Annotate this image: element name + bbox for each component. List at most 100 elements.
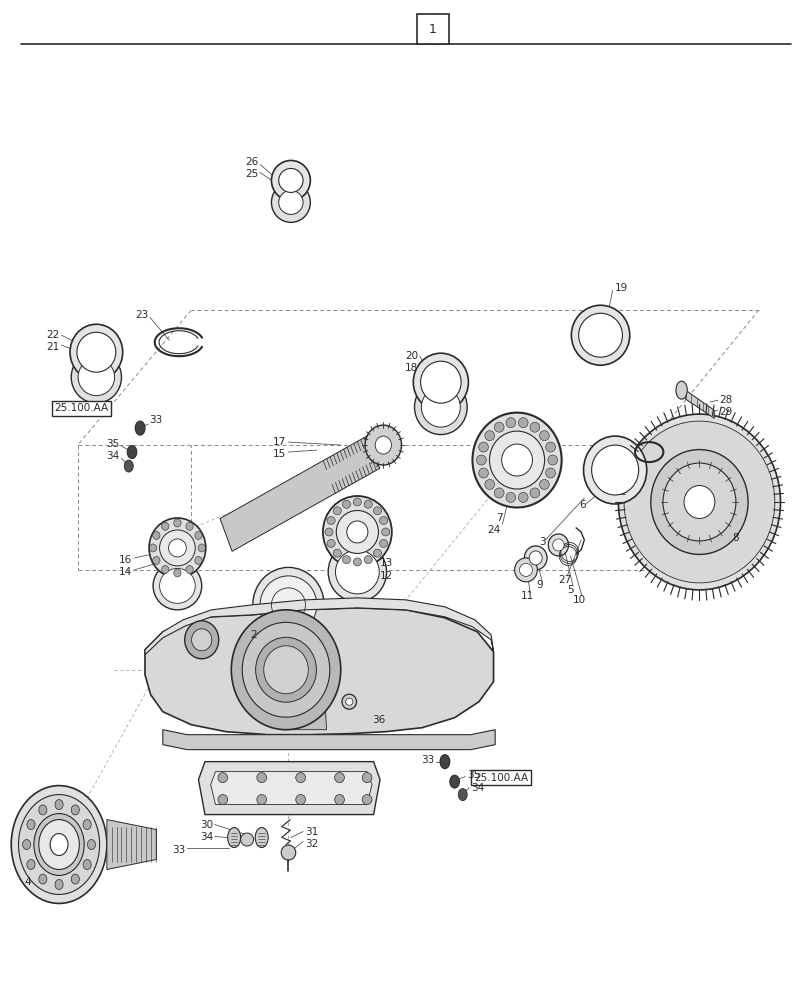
Text: 22: 22 — [45, 330, 59, 340]
Ellipse shape — [255, 828, 268, 848]
Text: 14: 14 — [118, 567, 132, 577]
Ellipse shape — [327, 539, 335, 547]
Text: 4: 4 — [24, 877, 31, 887]
Ellipse shape — [362, 773, 371, 783]
Ellipse shape — [489, 431, 544, 489]
Ellipse shape — [328, 542, 386, 602]
Text: 19: 19 — [615, 283, 628, 293]
Ellipse shape — [583, 436, 646, 504]
Ellipse shape — [552, 539, 564, 551]
Ellipse shape — [227, 828, 240, 848]
Ellipse shape — [135, 421, 145, 435]
Ellipse shape — [169, 539, 186, 557]
Ellipse shape — [11, 786, 107, 903]
Ellipse shape — [255, 637, 316, 702]
Ellipse shape — [414, 380, 466, 435]
Ellipse shape — [530, 488, 539, 498]
Polygon shape — [684, 390, 713, 418]
Ellipse shape — [324, 528, 333, 536]
Ellipse shape — [23, 840, 31, 850]
Ellipse shape — [83, 860, 91, 869]
Ellipse shape — [27, 859, 35, 869]
Ellipse shape — [547, 455, 557, 465]
Text: 12: 12 — [380, 571, 393, 581]
Ellipse shape — [519, 563, 532, 576]
Ellipse shape — [335, 550, 379, 594]
Ellipse shape — [39, 874, 47, 884]
Polygon shape — [145, 598, 493, 655]
Ellipse shape — [353, 558, 361, 566]
Ellipse shape — [345, 698, 353, 705]
Ellipse shape — [545, 468, 555, 478]
Ellipse shape — [476, 455, 486, 465]
Ellipse shape — [271, 182, 310, 222]
Ellipse shape — [264, 646, 308, 694]
Ellipse shape — [421, 387, 460, 427]
Ellipse shape — [683, 486, 714, 518]
Ellipse shape — [505, 418, 515, 428]
Text: 5: 5 — [567, 585, 573, 595]
Text: 29: 29 — [719, 407, 732, 417]
Ellipse shape — [27, 820, 35, 830]
Ellipse shape — [413, 353, 468, 411]
Ellipse shape — [71, 351, 122, 403]
Ellipse shape — [484, 479, 494, 489]
Text: 30: 30 — [200, 820, 212, 830]
Text: 7: 7 — [496, 513, 502, 523]
Ellipse shape — [127, 446, 137, 459]
Ellipse shape — [624, 421, 774, 583]
Text: 10: 10 — [573, 595, 586, 605]
Ellipse shape — [149, 518, 205, 578]
Ellipse shape — [514, 558, 537, 582]
Ellipse shape — [457, 789, 466, 801]
Ellipse shape — [547, 534, 568, 556]
Ellipse shape — [184, 621, 218, 659]
Ellipse shape — [501, 444, 532, 476]
Text: 13: 13 — [380, 558, 393, 568]
Text: 35: 35 — [466, 770, 479, 780]
Ellipse shape — [39, 805, 47, 815]
Ellipse shape — [379, 516, 387, 524]
Ellipse shape — [363, 500, 371, 508]
Polygon shape — [220, 436, 380, 551]
Ellipse shape — [152, 531, 160, 539]
Ellipse shape — [517, 492, 527, 502]
Ellipse shape — [381, 528, 389, 536]
Ellipse shape — [578, 313, 622, 357]
Ellipse shape — [333, 549, 341, 557]
Ellipse shape — [472, 413, 561, 507]
Ellipse shape — [494, 488, 504, 498]
Ellipse shape — [231, 610, 341, 730]
Text: 25.100.AA: 25.100.AA — [54, 403, 109, 413]
Ellipse shape — [71, 874, 79, 884]
Ellipse shape — [363, 556, 371, 564]
Ellipse shape — [34, 814, 84, 875]
Ellipse shape — [341, 694, 356, 709]
Ellipse shape — [379, 539, 387, 547]
Ellipse shape — [152, 556, 160, 564]
Ellipse shape — [295, 795, 305, 805]
Text: 31: 31 — [304, 827, 318, 837]
Ellipse shape — [539, 431, 548, 441]
Ellipse shape — [449, 775, 459, 788]
Ellipse shape — [336, 510, 378, 553]
Ellipse shape — [571, 305, 629, 365]
Ellipse shape — [256, 795, 266, 805]
Text: 15: 15 — [272, 449, 285, 459]
Ellipse shape — [50, 834, 68, 856]
Ellipse shape — [365, 425, 401, 465]
Text: 2: 2 — [250, 630, 256, 640]
Ellipse shape — [650, 450, 747, 554]
Polygon shape — [163, 730, 495, 750]
Ellipse shape — [160, 530, 195, 566]
Ellipse shape — [161, 566, 169, 574]
Text: 11: 11 — [521, 591, 534, 601]
Text: 25.100.AA: 25.100.AA — [473, 773, 527, 783]
Ellipse shape — [342, 500, 350, 508]
Text: 26: 26 — [245, 157, 258, 167]
Text: 34: 34 — [470, 783, 483, 793]
Ellipse shape — [591, 445, 638, 495]
Ellipse shape — [39, 820, 79, 869]
Ellipse shape — [160, 568, 195, 603]
Text: 35: 35 — [106, 439, 120, 449]
